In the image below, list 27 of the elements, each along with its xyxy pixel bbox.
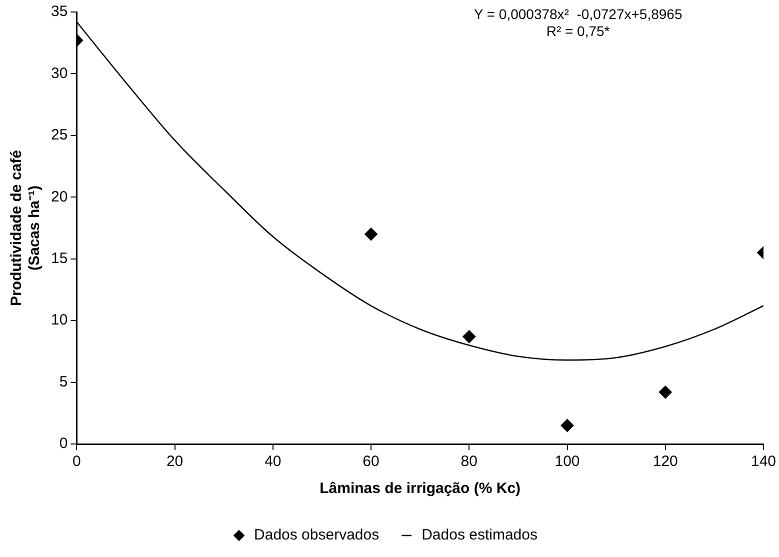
x-tick-label: 0 — [72, 453, 81, 470]
x-tick-label: 60 — [362, 453, 380, 470]
x-tick-label: 20 — [166, 453, 184, 470]
y-tick-label: 30 — [50, 64, 68, 82]
x-tick-label: 40 — [264, 453, 282, 470]
y-tick-label: 35 — [50, 3, 68, 20]
y-tick-label: 0 — [59, 435, 68, 452]
x-tick-label: 100 — [554, 453, 580, 470]
point — [658, 386, 672, 399]
annotation: Y = 0,000378x² -0,0727x+5,8965 — [474, 6, 682, 22]
y-tick-label: 10 — [50, 312, 68, 329]
x-tick-label: 140 — [750, 453, 776, 470]
y-tick-label: 5 — [59, 373, 68, 390]
text: Produtividade de café — [8, 150, 26, 306]
x-axis-title: Lâminas de irrigação (% Kc) — [320, 480, 521, 498]
y-tick-label: 15 — [50, 250, 68, 267]
y-tick-label: 20 — [50, 188, 68, 206]
text: (Sacas ha⁻¹) — [26, 185, 44, 271]
x-tick-label: 120 — [652, 453, 678, 470]
y-tick-label: 25 — [50, 126, 68, 144]
point — [560, 418, 574, 432]
point — [364, 228, 378, 241]
x-tick-label: 80 — [460, 453, 478, 470]
legend-label: Dados observados — [254, 526, 380, 544]
annotation: R² = 0,75* — [546, 22, 610, 39]
point — [462, 330, 476, 344]
legend-label: Dados estimados — [422, 526, 538, 544]
